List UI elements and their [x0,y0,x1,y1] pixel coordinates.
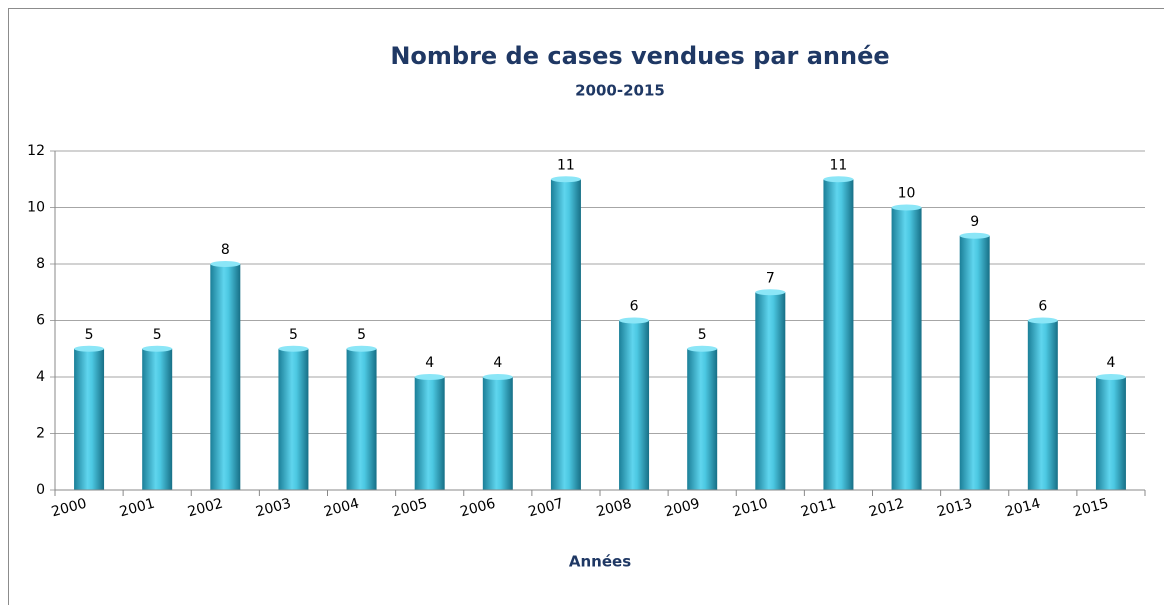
data-label: 5 [357,327,366,343]
bar-cap [414,374,445,380]
x-tick-label: 2001 [118,496,157,521]
data-label: 5 [153,327,162,343]
y-tick-label: 6 [36,313,45,329]
bar-cap [687,345,718,352]
data-label: 9 [970,214,979,230]
data-label: 4 [493,355,502,371]
y-tick-label: 2 [36,426,45,442]
bar [346,348,377,490]
bar-cap [619,317,650,324]
bar [1027,320,1058,490]
bar [142,348,173,490]
x-tick-label: 2007 [527,496,566,521]
bar [755,292,786,490]
bar [74,348,105,490]
x-tick-label: 2013 [935,496,974,521]
bar-cap [346,345,377,352]
bar-cap [74,345,105,352]
bar-cap [210,261,241,267]
bar-cap [142,345,173,352]
x-tick-label: 2009 [663,496,702,521]
data-label: 7 [766,270,775,286]
x-tick-label: 2008 [595,496,634,521]
chart-title: Nombre de cases vendues par année [390,42,889,70]
data-label: 11 [830,157,848,173]
bar-cap [755,289,786,296]
x-tick-label: 2004 [322,496,361,521]
bar [687,348,718,490]
bar-cap [278,345,309,352]
bar-cap [1027,317,1058,324]
x-tick-label: 2006 [459,496,498,521]
x-tick-label: 2012 [867,496,906,521]
x-axis-label: Années [569,553,631,571]
bar [959,235,990,490]
chart-subtitle: 2000-2015 [575,82,665,100]
bar-cap [550,176,581,183]
data-label: 6 [630,299,639,315]
bar [278,348,309,490]
bar [619,320,650,490]
data-label: 4 [1106,355,1115,371]
bar-cap [823,176,854,183]
y-tick-label: 12 [27,143,45,159]
y-tick-label: 10 [27,200,45,216]
bar-cap [1095,374,1126,380]
bar-cap [959,232,990,239]
x-tick-label: 2015 [1072,496,1111,521]
data-label: 6 [1038,299,1047,315]
data-label: 8 [221,242,230,258]
bar-cap [891,204,922,211]
y-tick-label: 4 [36,369,45,385]
x-tick-label: 2003 [254,496,293,521]
data-label: 5 [698,327,707,343]
data-label: 4 [425,355,434,371]
bar [550,179,581,490]
x-tick-label: 2000 [50,496,89,521]
x-tick-label: 2002 [186,496,225,521]
y-tick-label: 0 [36,482,45,498]
x-tick-label: 2014 [1004,496,1043,521]
data-label: 5 [85,327,94,343]
bar [482,377,513,490]
bar [210,264,241,490]
chart-frame [8,8,1164,605]
x-tick-label: 2005 [390,496,429,521]
data-label: 5 [289,327,298,343]
bar [1095,377,1126,490]
x-tick-label: 2010 [731,496,770,521]
bar [414,377,445,490]
data-label: 11 [557,157,575,173]
data-label: 10 [898,186,916,202]
bar [891,207,922,490]
x-tick-label: 2011 [799,496,838,521]
bar [823,179,854,490]
bar-cap [482,374,513,380]
y-tick-label: 8 [36,256,45,272]
